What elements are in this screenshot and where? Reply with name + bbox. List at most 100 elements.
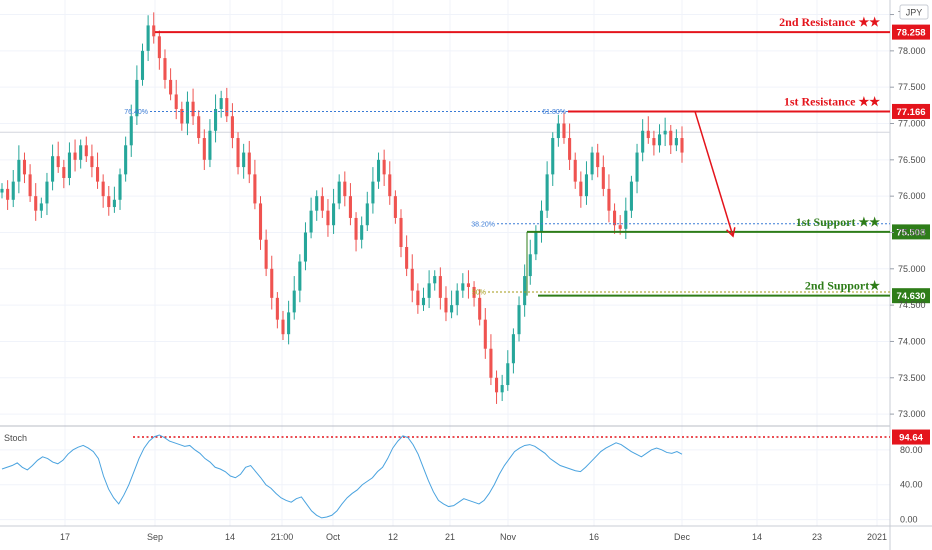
price-tag-label: 78.258	[896, 28, 925, 39]
candle	[140, 43, 145, 86]
candle	[556, 114, 560, 147]
candle	[399, 209, 403, 258]
candle	[393, 190, 397, 224]
price-tick: 78.000	[898, 46, 926, 56]
candle	[202, 129, 206, 170]
candle	[646, 116, 650, 144]
candle	[590, 146, 594, 181]
price-tick: 73.000	[898, 409, 926, 419]
candle	[0, 183, 4, 199]
fib-label: 38.20%	[471, 221, 495, 228]
time-axis: 17 Sep 14 21:00 Oct 12 21 Nov 16 Dec 14 23 2021	[60, 532, 887, 542]
price-tag-label: 74.630	[896, 291, 925, 302]
candle	[629, 175, 633, 218]
candle	[253, 159, 257, 210]
candle	[197, 110, 201, 144]
price-tick: 75.000	[898, 264, 926, 274]
candle	[298, 254, 302, 303]
candle	[101, 174, 105, 208]
candle	[11, 170, 15, 208]
candle	[416, 283, 420, 314]
candle	[613, 203, 617, 234]
price-tick: 74.000	[898, 336, 926, 346]
candle	[73, 139, 77, 172]
candles	[0, 12, 684, 404]
stoch-tick: 40.00	[900, 480, 923, 490]
candle	[405, 235, 409, 277]
candle	[455, 283, 459, 316]
price-tick: 76.500	[898, 155, 926, 165]
stoch-tick: 80.00	[900, 445, 923, 455]
candle	[174, 79, 178, 120]
candle	[270, 255, 274, 310]
time-tick: Nov	[500, 532, 517, 542]
candle	[523, 264, 527, 317]
arrow-shaft	[694, 111, 734, 237]
candle	[62, 159, 66, 189]
candle	[348, 183, 352, 226]
stoch-tick: 0.00	[900, 515, 918, 525]
level-1: 2nd Resistance ★★ 78.258	[155, 15, 930, 40]
candle	[483, 308, 487, 359]
candle	[214, 94, 218, 143]
candle	[135, 65, 139, 125]
stoch-level-tag	[892, 429, 930, 445]
time-tick: 21:00	[271, 532, 294, 542]
candle	[579, 171, 583, 208]
stoch-level-label: 94.64	[899, 433, 923, 444]
candle	[129, 104, 133, 157]
level-label: 2nd Support★	[805, 279, 880, 293]
candle	[495, 370, 499, 404]
candle	[169, 68, 173, 101]
level-2: 1st Resistance ★★ 77.166	[568, 94, 930, 119]
candle	[517, 296, 521, 342]
level-lines: 2nd Resistance ★★ 78.258 1st Resistance ★★…	[155, 15, 930, 304]
level-4: 2nd Support★ 74.630	[538, 279, 930, 304]
candle	[242, 143, 246, 179]
candle	[275, 292, 279, 329]
candle	[489, 334, 493, 386]
candle	[641, 119, 645, 162]
candle	[124, 136, 128, 182]
price-tick: 76.000	[898, 191, 926, 201]
candle	[315, 190, 319, 221]
candle	[56, 141, 60, 173]
time-tick: Sep	[147, 532, 163, 542]
candle	[67, 142, 71, 186]
time-tick: 16	[589, 532, 599, 542]
candle	[478, 289, 482, 326]
candle	[438, 267, 442, 310]
candle	[191, 88, 195, 125]
time-tick: 17	[60, 532, 70, 542]
currency-label: JPY	[906, 8, 923, 18]
candle	[225, 87, 229, 123]
candle	[118, 168, 122, 210]
candle	[450, 290, 454, 319]
candle	[84, 136, 88, 163]
stoch-series	[1, 434, 683, 519]
price-tag	[892, 24, 930, 40]
candle	[247, 140, 251, 184]
price-tag-label: 75.508	[896, 227, 925, 238]
candle	[107, 185, 111, 216]
time-tick: Oct	[326, 532, 341, 542]
candle	[461, 273, 465, 298]
candle	[303, 222, 308, 271]
arrow-head	[726, 227, 736, 238]
candle	[281, 310, 285, 340]
candle	[500, 374, 504, 402]
candle	[421, 287, 426, 311]
time-tick: 23	[812, 532, 822, 542]
candle	[337, 174, 341, 210]
candle	[28, 164, 32, 202]
currency-badge: JPY	[899, 4, 929, 20]
candle	[180, 101, 184, 131]
candle	[309, 197, 313, 239]
time-tick: 2021	[867, 532, 887, 542]
candle	[79, 139, 83, 169]
candle	[427, 270, 431, 309]
candle	[545, 161, 549, 218]
candle	[568, 123, 572, 170]
candle	[506, 350, 510, 391]
